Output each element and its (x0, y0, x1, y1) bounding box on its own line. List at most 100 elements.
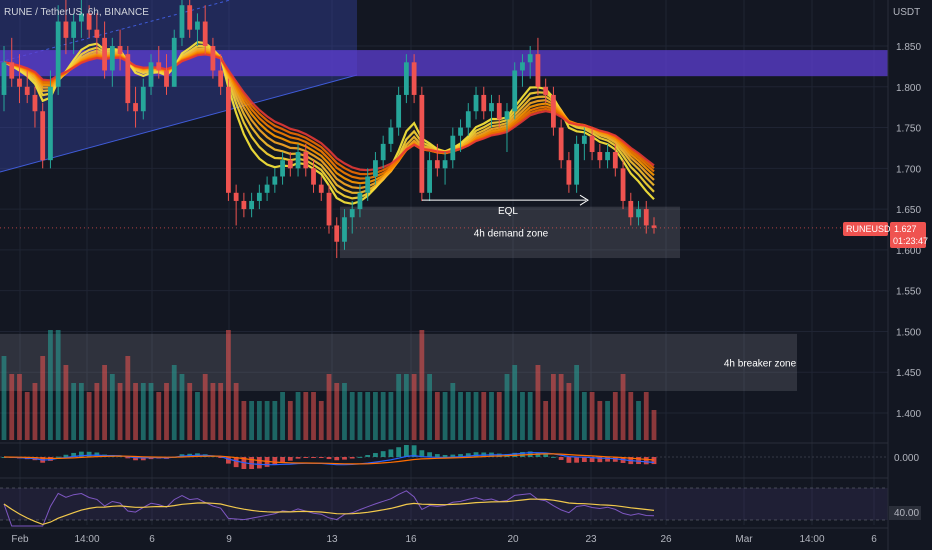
y-tick-label: 1.800 (896, 83, 921, 94)
macd-histogram-bar (380, 451, 386, 457)
candle-body (589, 135, 595, 153)
candle-body (574, 143, 580, 185)
candle-body (543, 86, 549, 95)
candle-body (102, 37, 107, 71)
volume-bar (458, 392, 463, 440)
candle-body (195, 21, 200, 30)
price-tag[interactable]: RUNEUSDT 1.627 01:23:47 (843, 222, 928, 248)
candle-body (520, 62, 525, 71)
volume-bar (210, 383, 216, 440)
macd-histogram-bar (303, 457, 309, 458)
candle-body (566, 160, 572, 185)
last-price-label: 1.627 (894, 224, 917, 234)
y-tick-label: 1.750 (896, 124, 921, 135)
volume-bar (612, 392, 618, 440)
x-tick-label: 6 (149, 534, 155, 545)
candle-body (605, 152, 610, 161)
macd-histogram-bar (133, 457, 138, 461)
volume-bar (527, 392, 533, 440)
x-tick-label: 14:00 (74, 534, 99, 545)
volume-bar (473, 392, 479, 440)
candle-body (94, 29, 100, 38)
macd-histogram-bar (365, 454, 371, 457)
volume-bar (380, 392, 386, 440)
x-tick-label: 23 (585, 534, 597, 545)
macd-histogram-bar (651, 457, 657, 465)
volume-bar (133, 383, 138, 440)
macd-histogram-bar (349, 457, 355, 459)
candle-body (434, 160, 440, 169)
y-tick-label: 1.850 (896, 42, 921, 53)
macd-histogram-bar (373, 453, 378, 457)
macd-histogram-bar (280, 457, 285, 463)
volume-bar (156, 392, 162, 440)
candle-body (202, 21, 208, 46)
volume-bar (419, 330, 425, 440)
x-tick-label: 9 (226, 534, 232, 545)
volume-bar (303, 392, 309, 440)
candle-body (396, 94, 402, 128)
x-tick-label: 20 (507, 534, 519, 545)
candle-body (295, 152, 301, 169)
volume-bar (388, 392, 394, 440)
volume-bar (264, 401, 270, 440)
volume-bar (334, 383, 340, 440)
candle-body (272, 176, 278, 185)
macd-histogram-bar (256, 457, 262, 469)
candle-body (241, 200, 247, 210)
candle-body (280, 160, 285, 177)
volume-bar (9, 374, 15, 440)
volume-bar (581, 392, 587, 440)
zones-layer (0, 0, 888, 391)
candle-body (287, 160, 293, 169)
volume-bar (117, 383, 123, 440)
volume-bar (566, 383, 572, 440)
macd-histogram-bar (643, 457, 649, 465)
macd-histogram-bar (249, 457, 255, 469)
rising-channel-zone (0, 0, 357, 172)
candle-body (63, 21, 69, 38)
candle-body (17, 78, 22, 87)
volume-bar (597, 401, 603, 440)
macd-histogram-bar (55, 456, 61, 458)
macd-histogram-bar (419, 450, 425, 457)
volume-bar (605, 401, 610, 440)
candle-body (651, 225, 657, 228)
candle-body (179, 5, 185, 38)
macd-pane (0, 442, 888, 469)
y-tick-label: 1.450 (896, 368, 921, 379)
x-tick-label: 26 (660, 534, 672, 545)
macd-histogram-bar (403, 445, 409, 457)
y-tick-label: 1.500 (896, 327, 921, 338)
candle-body (558, 127, 564, 161)
volume-bar (543, 401, 549, 440)
volume-bar (326, 374, 332, 440)
macd-value-label: 0.000 (894, 453, 919, 464)
volume-bar (465, 392, 471, 440)
candle-body (164, 70, 169, 87)
demand-zone (340, 206, 680, 259)
volume-bar (357, 392, 363, 440)
volume-bar (427, 374, 432, 440)
candle-body (9, 62, 15, 79)
volume-bar (241, 401, 247, 440)
volume-bar (287, 401, 293, 440)
macd-histogram-bar (334, 457, 340, 461)
volume-bar (574, 365, 580, 440)
supply-band (0, 50, 888, 77)
candle-body (1, 62, 7, 95)
last-price-bg (890, 222, 926, 248)
macd-histogram-bar (589, 457, 595, 463)
candle-body (427, 160, 432, 193)
volume-bar (179, 374, 185, 440)
y-tick-label: 1.700 (896, 164, 921, 175)
candle-body (628, 200, 634, 218)
macd-histogram-bar (342, 457, 347, 460)
macd-histogram-bar (450, 454, 456, 457)
volume-bar (589, 392, 595, 440)
volume-bar (628, 392, 634, 440)
volume-bar (311, 392, 316, 440)
candle-body (349, 209, 355, 218)
candle-body (442, 160, 448, 169)
